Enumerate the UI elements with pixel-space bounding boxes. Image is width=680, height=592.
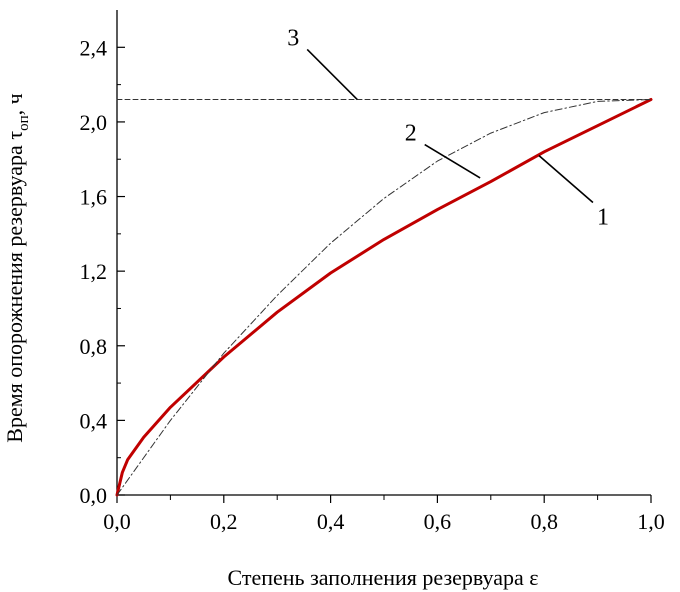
y-tick-label: 1,6 <box>80 185 108 210</box>
y-tick-label: 0,8 <box>80 334 108 359</box>
annotation-layer: 1 2 3 <box>287 25 609 230</box>
series-2-line <box>116 99 652 496</box>
x-axis-title: Степень заполнения резервуара ε <box>227 565 538 590</box>
series-layer <box>115 98 653 497</box>
y-tick-label: 2,0 <box>80 110 108 135</box>
x-tick-label: 0,6 <box>424 509 452 534</box>
y-axis-title-main: Время опорожнения резервуара τ <box>2 131 27 443</box>
y-tick-label: 1,2 <box>80 259 108 284</box>
y-tick-label: 0,0 <box>80 483 108 508</box>
x-tick-label: 0,8 <box>530 509 558 534</box>
x-tick-label: 0,0 <box>103 509 131 534</box>
x-tick-label: 0,4 <box>317 509 345 534</box>
annotation-1-leader <box>538 154 594 204</box>
y-axis-title-unit: , ч <box>2 93 27 115</box>
annotation-2-label: 2 <box>405 121 417 147</box>
x-tick-label: 1,0 <box>637 509 665 534</box>
axes: 0,0 0,4 0,8 1,2 1,6 2,0 2,4 0,0 0,2 0,4 0,6 0,8 1,0 <box>80 10 665 534</box>
y-tick-label: 0,4 <box>80 408 108 433</box>
y-axis-title: Время опорожнения резервуара τоп, ч <box>2 93 32 442</box>
series-1-line <box>115 98 653 497</box>
y-tick-label: 2,4 <box>80 35 108 60</box>
annotation-2-leader <box>424 143 481 179</box>
annotation-3-label: 3 <box>287 25 299 51</box>
annotation-3-leader <box>306 48 358 101</box>
y-axis-title-sub: оп <box>16 115 32 131</box>
annotation-1-label: 1 <box>597 205 609 231</box>
x-tick-label: 0,2 <box>210 509 238 534</box>
